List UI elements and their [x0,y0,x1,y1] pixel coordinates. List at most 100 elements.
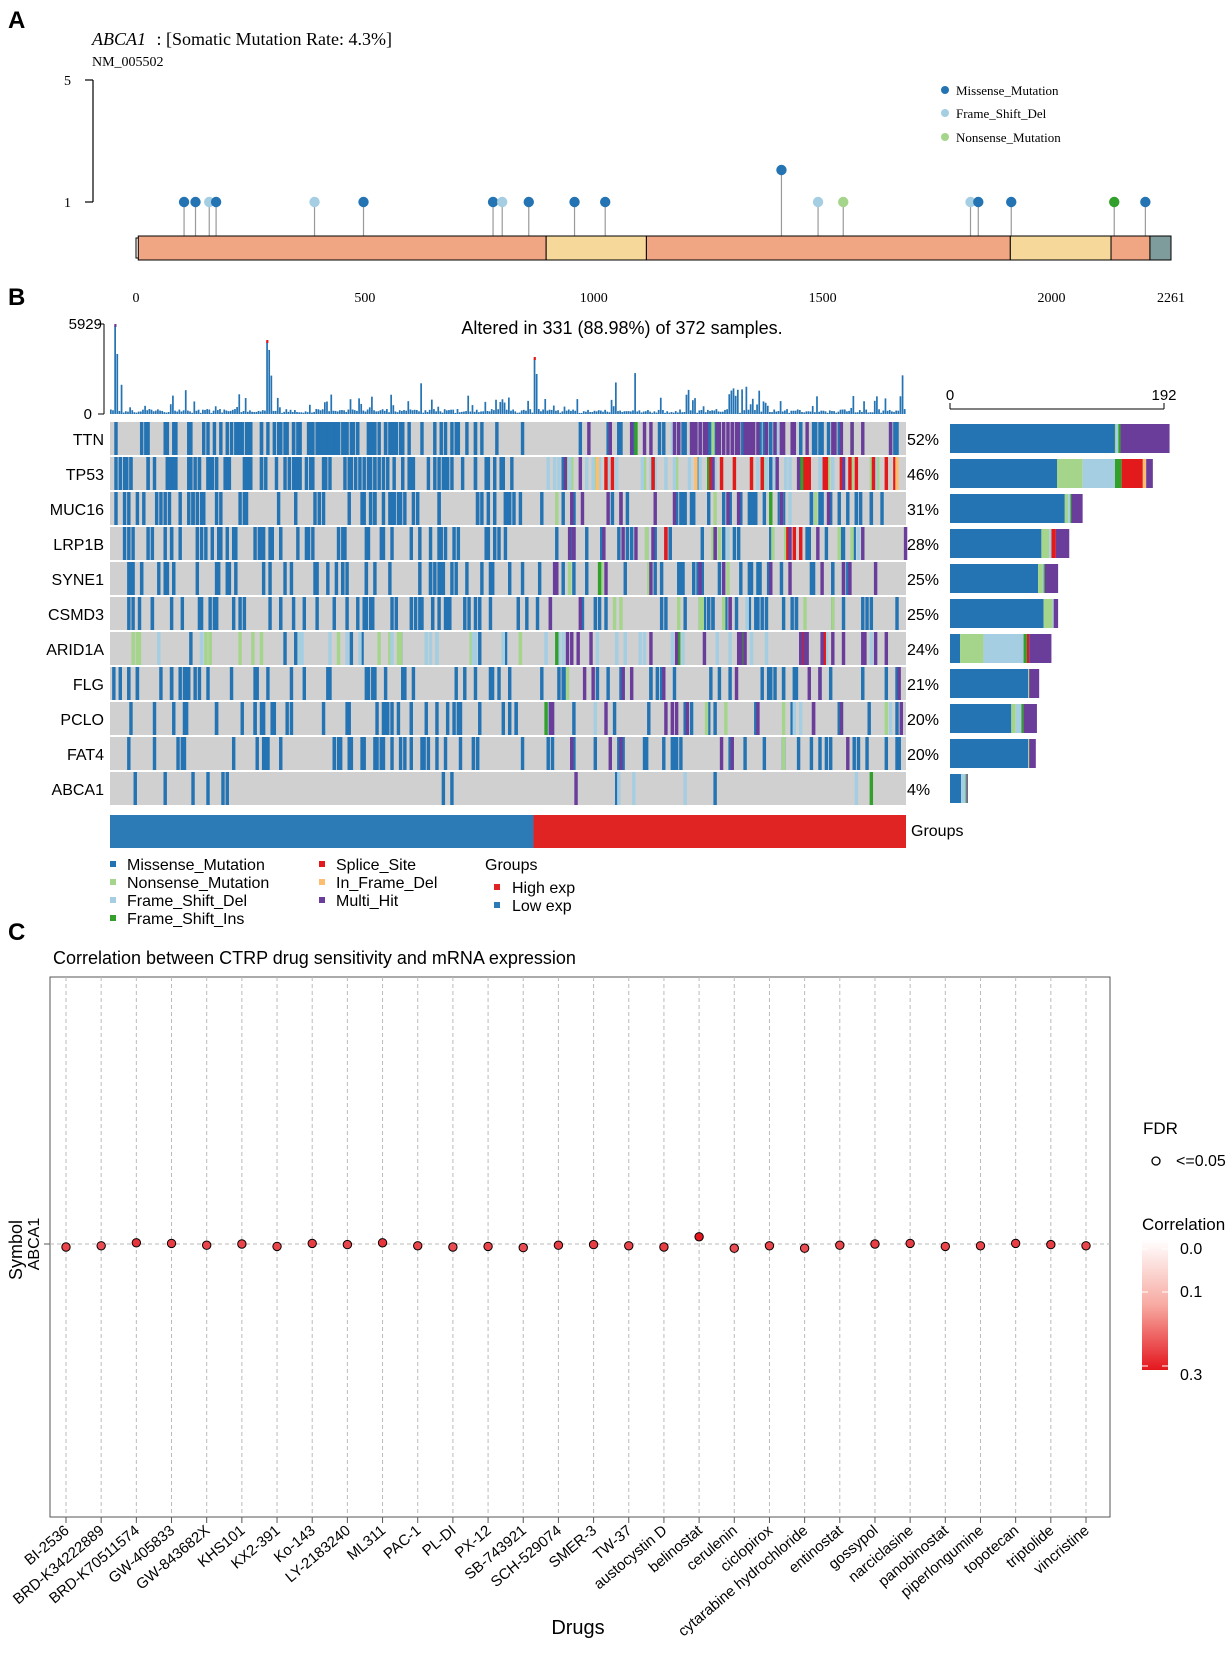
oncoplot-cell-frame_ins [544,702,548,735]
oncoplot-cell-missense [172,422,176,455]
protein-domain [137,235,547,261]
tmb-bar [383,410,386,414]
oncoplot-cell-missense [377,422,381,455]
oncoplot-cell-frame_ins [869,772,874,805]
tmb-bar [882,410,885,414]
tmb-bar [266,342,268,414]
legend-fdr-label: <=0.05 [1176,1153,1226,1170]
oncoplot-cell-multi_hit [820,562,824,595]
tmb-bar [644,411,647,414]
oncoplot-cell-missense [285,422,289,455]
tmb-bar [298,412,301,414]
tmb-bar [401,410,403,414]
oncoplot-cell-nonsense [831,597,835,630]
oncoplot-cell-multi_hit [775,457,779,490]
tmb-bar [392,405,395,414]
oncoplot-cell-nonsense [869,457,874,490]
lollipop-legend: Missense_Mutation Frame_Shift_Del Nonsen… [941,83,1061,145]
drug-point [201,1240,212,1250]
tmb-bar [309,404,311,414]
lollipop-head-nonsense [838,196,849,208]
tmb-bar [672,412,675,414]
oncoplot-cell-missense [683,492,687,525]
tmb-bar [244,398,247,414]
oncoplot-cell-multi_hit [846,737,850,770]
oncoplot-cell-missense [475,737,480,770]
oncoplot-cell-missense [165,457,170,490]
oncoplot-cell-splice [871,457,876,490]
oncoplot-cell-frame_del [623,632,627,665]
oncoplot-cell-multi_hit [818,667,822,700]
oncoplot-cell-missense [381,457,386,490]
tmb-bar [167,411,170,414]
oncoplot-legend: Missense_Mutation Nonsense_Mutation Fram… [110,857,575,928]
oncoplot-cell-missense [351,422,356,455]
tmb-bar [734,395,737,414]
oncoplot-cell-splice [839,457,844,490]
oncoplot-cell-missense [133,772,137,805]
oncoplot-cell-missense [728,737,732,770]
tmb-bar [484,401,487,414]
oncoplot-cell-missense [264,737,268,770]
lollipop-stems [183,170,1146,236]
oncoplot-cell-missense [268,562,272,595]
oncoplot-cell-missense [846,562,850,595]
oncoplot-row-bg [110,422,906,455]
tmb-bar [358,398,360,414]
oncoplot-cell-splice [854,457,859,490]
oncoplot-cell-missense [259,457,264,490]
tmb-bar [330,394,333,414]
tmb-bar [411,410,414,414]
oncoplot-cell-missense [403,492,407,525]
oncoplot-cell-missense [129,562,133,595]
oncoplot-cell-missense [846,492,850,525]
oncoplot-cell-missense [345,422,349,455]
oncoplot-cell-missense [225,772,229,805]
oncoplot-cell-missense [176,737,180,770]
oncoplot-cell-frame_del [585,457,589,490]
oncoplot-cell-multi_hit [873,562,878,595]
oncoplot-cell-missense [411,667,416,700]
gene-bar-frame_ins [1114,459,1122,488]
oncoplot-cell-missense [336,527,341,560]
oncoplot-cell-missense [619,422,623,455]
tmb-bar [792,410,795,414]
oncoplot-cell-missense [356,422,360,455]
gene-bar-nonsense [1057,459,1083,488]
tmb-bar [398,410,401,414]
tmb-bar [548,409,551,414]
tmb-bar [662,410,664,414]
oncoplot-cell-missense [283,422,287,455]
legend-corr-label-1: 0.1 [1180,1284,1202,1301]
oncoplot-cell-frame_del [199,632,204,665]
oncoplot-cell-missense [677,562,681,595]
lollipop-head-missense [210,196,222,208]
gene-bar-missense [950,774,962,803]
tmb-bar [891,411,893,414]
tmb-bar [899,396,902,414]
tmb-bar [623,411,626,414]
oncoplot-cell-missense [437,597,441,630]
oncoplot-cell-missense [503,632,508,665]
oncoplot-cell-missense [762,422,767,455]
tmb-bar [150,409,153,414]
drug-y-label: Symbol [6,1220,26,1280]
tmb-bar [152,411,155,414]
legend-text-multi-hit: Multi_Hit [336,893,399,910]
oncoplot-cell-multi_hit [726,492,730,525]
gene-bar-missense [950,494,1065,523]
oncoplot-cell-missense [413,597,418,630]
legend-dot-missense [941,86,949,94]
tmb-bar [189,411,191,414]
tmb-bar [221,412,223,414]
gene-bar-missense [950,424,1115,453]
gene-label: PCLO [60,712,104,729]
tmb-bar [287,411,290,414]
oncoplot-cell-multi_hit [651,527,655,560]
tmb-bar [435,411,437,414]
oncoplot-cell-splice [822,632,826,665]
oncoplot-cell-missense [439,422,443,455]
oncoplot-cell-missense [766,562,771,595]
oncoplot-cell-missense [261,737,266,770]
tmb-bar [426,411,429,414]
